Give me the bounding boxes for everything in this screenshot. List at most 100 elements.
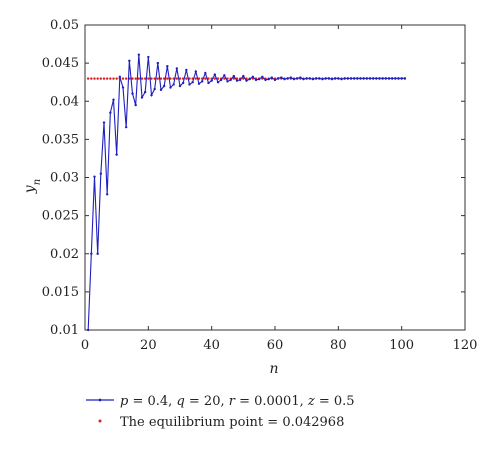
series-point bbox=[118, 75, 122, 79]
series-point bbox=[115, 153, 118, 156]
series-point bbox=[121, 86, 125, 89]
series-point bbox=[261, 75, 264, 79]
plot-frame bbox=[84, 24, 466, 331]
series-point bbox=[368, 77, 372, 80]
series-point bbox=[349, 77, 353, 80]
series-point bbox=[204, 71, 207, 75]
x-tick-label: 100 bbox=[389, 338, 414, 353]
equilibrium-point bbox=[134, 77, 137, 80]
equilibrium-point bbox=[159, 77, 163, 80]
series-point bbox=[352, 77, 356, 80]
series-point bbox=[340, 77, 343, 81]
main-series bbox=[86, 53, 407, 332]
y-tick-label: 0.035 bbox=[42, 132, 79, 147]
series-point bbox=[248, 77, 251, 81]
x-axis-label: n bbox=[269, 361, 278, 377]
y-axis-label: yn bbox=[22, 179, 43, 194]
equilibrium-point bbox=[140, 77, 144, 80]
series-point bbox=[172, 83, 175, 86]
series-point bbox=[333, 77, 337, 80]
series-point bbox=[295, 77, 299, 80]
series-point bbox=[283, 77, 286, 81]
y-tick-label: 0.03 bbox=[50, 171, 79, 186]
series-point bbox=[99, 172, 103, 175]
equilibrium-point bbox=[115, 77, 118, 80]
series-point bbox=[403, 77, 407, 80]
equilibrium-point bbox=[143, 77, 147, 80]
legend-entry-series-2: The equilibrium point = 0.042968 bbox=[98, 415, 344, 430]
equilibrium-point bbox=[121, 77, 125, 80]
series-point bbox=[143, 90, 147, 94]
series-point bbox=[381, 77, 384, 80]
series-point bbox=[134, 103, 137, 107]
series-point bbox=[302, 77, 305, 81]
series-point bbox=[276, 77, 280, 80]
series-point bbox=[226, 80, 229, 83]
equilibrium-point bbox=[124, 77, 128, 80]
series-point bbox=[105, 193, 109, 196]
series-point bbox=[238, 78, 242, 82]
x-tick-label: 80 bbox=[330, 338, 347, 353]
series-point bbox=[346, 77, 350, 80]
equilibrium-point bbox=[223, 77, 226, 80]
series-point bbox=[384, 77, 388, 80]
series-point bbox=[365, 77, 369, 80]
series-point bbox=[137, 53, 141, 56]
x-tick-label: 60 bbox=[267, 338, 284, 353]
series-point bbox=[153, 87, 156, 91]
series-point bbox=[270, 76, 274, 79]
equilibrium-point bbox=[169, 77, 172, 80]
series-point bbox=[197, 82, 201, 85]
series-point bbox=[394, 77, 397, 80]
y-tick-label: 0.045 bbox=[42, 56, 79, 71]
series-point bbox=[86, 328, 90, 332]
equilibrium-point bbox=[166, 77, 169, 80]
series-point bbox=[343, 77, 346, 80]
series-point bbox=[194, 70, 198, 73]
series-line bbox=[87, 54, 405, 331]
series-point bbox=[257, 77, 261, 81]
series-point bbox=[131, 92, 134, 95]
series-point bbox=[112, 98, 115, 101]
equilibrium-point bbox=[96, 77, 99, 80]
legend-marker-series-1 bbox=[98, 398, 102, 402]
equilibrium-point bbox=[150, 77, 153, 80]
series-point bbox=[140, 96, 144, 99]
equilibrium-point bbox=[153, 77, 156, 80]
series-point bbox=[93, 175, 96, 178]
y-axis-ticks: 0.01 0.015 0.02 0.025 0.03 0.035 0.04 0.045 0.05 bbox=[42, 18, 465, 338]
x-tick-label: 40 bbox=[203, 338, 220, 353]
series-point bbox=[375, 77, 378, 80]
series-point bbox=[378, 77, 381, 80]
series-point bbox=[314, 77, 318, 80]
legend-marker-series-2 bbox=[98, 419, 102, 423]
series-point bbox=[175, 67, 179, 70]
equilibrium-point bbox=[213, 77, 217, 80]
series-point bbox=[286, 77, 289, 80]
series-point bbox=[181, 81, 185, 85]
series-point bbox=[216, 80, 220, 84]
y-tick-label: 0.015 bbox=[42, 285, 79, 300]
series-point bbox=[191, 80, 194, 84]
x-axis-ticks: 0 20 40 60 80 100 120 bbox=[81, 25, 477, 353]
series-point bbox=[162, 84, 166, 88]
series-point bbox=[150, 93, 153, 97]
series-point bbox=[292, 77, 296, 81]
series-point bbox=[219, 78, 223, 82]
series-point bbox=[299, 76, 302, 79]
series-point bbox=[213, 73, 217, 76]
series-point bbox=[308, 77, 312, 80]
series-point bbox=[245, 79, 248, 82]
series-point bbox=[324, 77, 327, 80]
legend-label-series-1: p = 0.4, q = 20, r = 0.0001, z = 0.5 bbox=[120, 394, 355, 409]
y-tick-label: 0.01 bbox=[50, 323, 79, 338]
equilibrium-point bbox=[86, 77, 90, 80]
series-point bbox=[356, 77, 359, 80]
legend: p = 0.4, q = 20, r = 0.0001, z = 0.5 The… bbox=[86, 394, 355, 430]
series-point bbox=[390, 77, 394, 80]
legend-label-series-2: The equilibrium point = 0.042968 bbox=[120, 415, 344, 430]
series-point bbox=[359, 77, 362, 80]
series-point bbox=[254, 78, 258, 82]
series-point bbox=[169, 86, 172, 89]
equilibrium-point bbox=[232, 77, 236, 80]
